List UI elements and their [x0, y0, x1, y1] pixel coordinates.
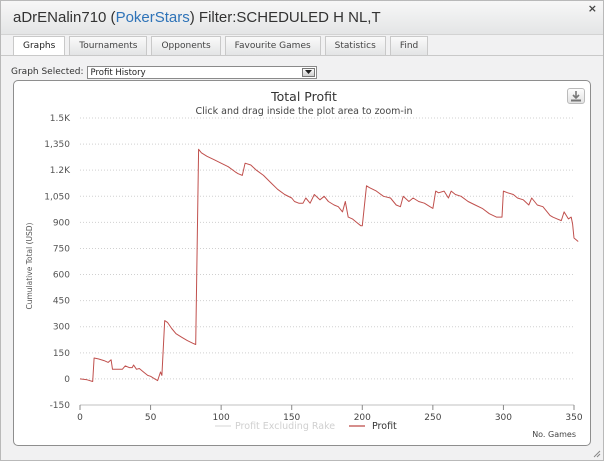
y-tick-label: 300 [53, 323, 70, 333]
y-tick-label: 1.5K [50, 114, 71, 124]
chart-panel: Total Profit Click and drag inside the p… [13, 80, 591, 446]
graph-select-value: Profit History [90, 67, 146, 78]
tab-graphs[interactable]: Graphs [13, 36, 66, 56]
y-axis-label: Cumulative Total (USD) [25, 222, 34, 309]
legend-item-profit-excluding-rake[interactable]: Profit Excluding Rake [235, 421, 335, 432]
resize-grip-icon[interactable] [593, 450, 601, 458]
y-tick-label: 600 [53, 271, 70, 281]
y-tick-label: 1,350 [44, 140, 70, 150]
x-tick-label: 150 [283, 413, 300, 423]
graph-select-dropdown[interactable]: Profit History [86, 65, 317, 79]
chart-legend: Profit Excluding Rake Profit [215, 421, 397, 432]
download-icon[interactable] [567, 88, 585, 104]
grid-lines [80, 117, 574, 406]
tab-statistics[interactable]: Statistics [324, 36, 386, 55]
chart-title: Total Profit [270, 89, 337, 104]
y-tick-label: 900 [53, 218, 70, 228]
site-name: PokerStars [115, 9, 190, 26]
series-line-profit [79, 148, 579, 382]
y-tick-label: 1.2K [50, 166, 71, 176]
x-axis-label: No. Games [532, 430, 576, 439]
tab-favourite-games[interactable]: Favourite Games [224, 36, 321, 55]
x-tick-label: 50 [145, 413, 157, 423]
series-group [79, 148, 579, 382]
tab-tournaments[interactable]: Tournaments [69, 36, 148, 55]
tab-bar: Graphs Tournaments Opponents Favourite G… [13, 36, 432, 56]
x-tick-label: 0 [77, 413, 83, 423]
y-tick-label: 0 [64, 375, 70, 385]
x-tick-label: 200 [354, 413, 371, 423]
y-tick-label: 150 [53, 349, 70, 359]
legend-item-profit[interactable]: Profit [372, 421, 397, 432]
dropdown-arrow-icon[interactable] [301, 67, 315, 77]
y-tick-label: 750 [53, 244, 70, 254]
x-tick-label: 100 [213, 413, 230, 423]
tab-opponents[interactable]: Opponents [151, 36, 221, 55]
y-tick-label: -150 [50, 401, 71, 411]
title-paren-open: ( [106, 9, 116, 26]
close-icon[interactable]: × [587, 2, 597, 15]
y-axis-ticks: -150 0 150 300 450 600 750 900 1,050 1.2K 1,350 1.5… [44, 114, 71, 411]
graph-select-label: Graph Selected: [11, 67, 84, 77]
x-tick-label: 250 [424, 413, 441, 423]
y-tick-label: 1,050 [44, 192, 70, 202]
x-tick-label: 350 [565, 413, 582, 423]
player-name: aDrENalin710 [13, 9, 107, 26]
x-axis-ticks: 0 50 100 150 200 250 300 350 [77, 405, 583, 423]
title-bar: aDrENalin710 (PokerStars) Filter:SCHEDUL… [1, 1, 603, 35]
tab-divider [1, 55, 603, 56]
x-tick-label: 300 [495, 413, 512, 423]
chart-subtitle: Click and drag inside the plot area to z… [195, 106, 412, 117]
filter-description: ) Filter:SCHEDULED H NL,T [189, 9, 381, 26]
y-tick-label: 450 [53, 297, 70, 307]
tab-find[interactable]: Find [389, 36, 429, 55]
profit-chart[interactable]: Total Profit Click and drag inside the p… [14, 81, 590, 445]
graph-select-row: Graph Selected: Profit History [11, 65, 317, 79]
window-title: aDrENalin710 (PokerStars) Filter:SCHEDUL… [13, 9, 381, 26]
